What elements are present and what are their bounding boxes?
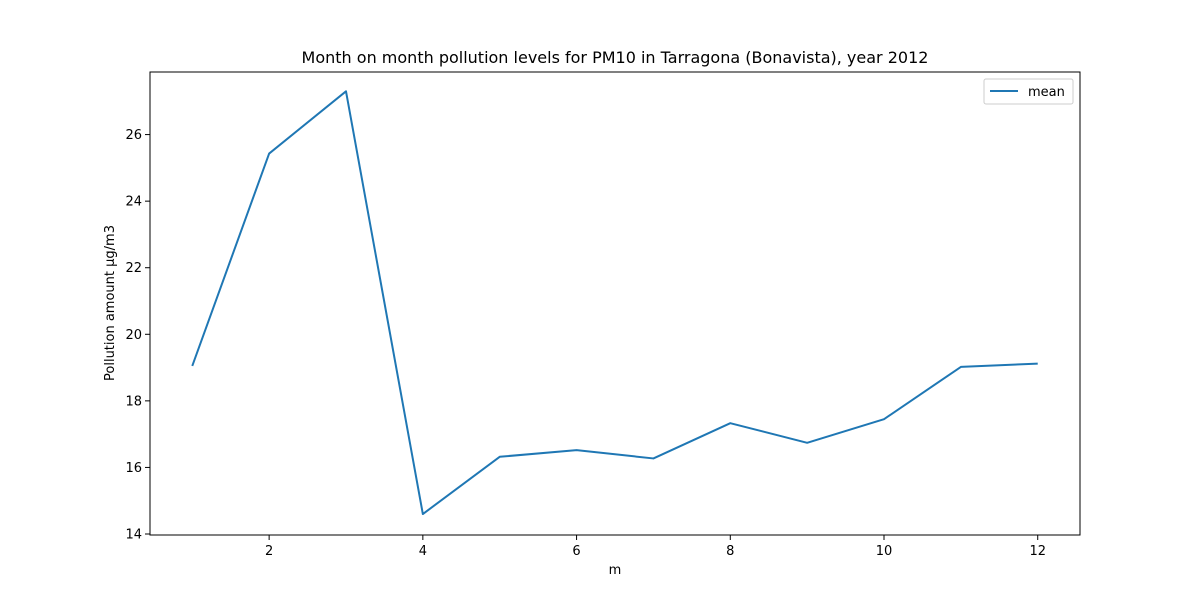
x-axis: 2 4 6 8 10 12 xyxy=(265,535,1046,559)
x-tick-label: 8 xyxy=(726,544,734,559)
x-tick-label: 10 xyxy=(876,544,893,559)
y-tick-label: 20 xyxy=(125,328,142,343)
legend-label: mean xyxy=(1028,85,1065,100)
y-tick-label: 22 xyxy=(125,261,142,276)
legend-box xyxy=(983,78,1074,105)
y-tick-label: 14 xyxy=(125,528,142,543)
x-tick-label: 2 xyxy=(265,544,273,559)
x-tick-label: 12 xyxy=(1029,544,1046,559)
plot-area xyxy=(149,71,1081,536)
y-tick-label: 16 xyxy=(125,461,142,476)
y-tick-label: 24 xyxy=(125,195,142,210)
y-axis-label: Pollution amount µg/m3 xyxy=(103,225,118,381)
legend: mean xyxy=(983,78,1074,105)
chart-title: Month on month pollution levels for PM10… xyxy=(302,48,929,67)
series-line-mean xyxy=(191,90,1038,516)
x-tick-label: 4 xyxy=(419,544,427,559)
y-axis: 14 16 18 20 22 24 26 xyxy=(125,128,150,543)
y-tick-label: 26 xyxy=(125,128,142,143)
x-axis-label: m xyxy=(609,563,622,578)
x-tick-label: 6 xyxy=(572,544,580,559)
series-layer xyxy=(191,90,1038,516)
y-tick-label: 18 xyxy=(125,394,142,409)
